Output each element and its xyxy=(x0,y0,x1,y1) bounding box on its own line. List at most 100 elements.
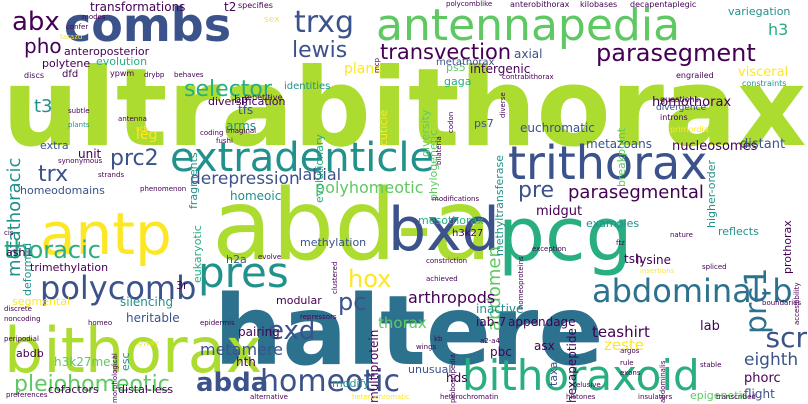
word-hox: hox xyxy=(348,265,392,293)
word-evolve: evolve xyxy=(258,253,282,261)
word-questions: questions xyxy=(660,95,699,104)
word-reflects: reflects xyxy=(718,225,759,238)
word-mcp: mcp xyxy=(373,57,381,73)
word-higher-order: higher-order xyxy=(705,159,718,228)
word-axial: axial xyxy=(514,47,543,61)
word-homeodomains: homeodomains xyxy=(20,184,105,197)
word-insulators: insulators xyxy=(638,393,673,401)
word-unit: unit xyxy=(78,147,102,161)
word-metazoans: metazoans xyxy=(586,137,652,151)
word-coding: coding xyxy=(200,129,224,137)
word-modifications: modifications xyxy=(432,195,480,203)
word-accessibility: accessibility xyxy=(793,282,801,325)
word-t3: t3 xyxy=(34,96,53,117)
word-primordia: primordia xyxy=(670,125,709,134)
word-bithorax: bithorax xyxy=(4,314,263,387)
word-leg: leg xyxy=(136,127,158,143)
word-imaginal: imaginal xyxy=(226,127,257,135)
word-modify: modify xyxy=(332,377,370,390)
word-abdominal-b: abdominal-b xyxy=(592,272,793,310)
word-cofactors: cofactors xyxy=(48,383,99,396)
word-homeoproteins: homeoproteins xyxy=(517,256,525,309)
word-pho: pho xyxy=(24,34,62,58)
word-h3k27: h3k27 xyxy=(452,228,484,239)
word-kilobases: kilobases xyxy=(580,0,618,9)
word-tfs: tfs xyxy=(238,103,254,117)
word-trx: trx xyxy=(38,162,69,187)
word-diverse: diverse xyxy=(499,92,507,118)
word-rule: rule xyxy=(620,359,634,367)
word-hth: hth xyxy=(236,355,256,369)
word-codon: codon xyxy=(447,111,455,133)
word-discs: discs xyxy=(24,71,45,80)
word-distal-less: distal-less xyxy=(118,383,174,396)
word-synonymous: synonymous xyxy=(58,157,103,165)
word-tarazu: tarazu xyxy=(60,33,83,41)
word-bilateria: bilateria xyxy=(435,136,443,165)
word-bxd: bxd xyxy=(388,195,500,265)
word-divergence: divergence xyxy=(656,103,707,113)
word-silencing: silencing xyxy=(120,295,174,309)
word-exons: exons xyxy=(620,369,641,377)
word-iab-7: iab-7 xyxy=(476,315,507,329)
word-polycomblike: polycomblike xyxy=(446,0,493,8)
word-exception: exception xyxy=(532,245,567,253)
word-selector: selector xyxy=(184,77,272,102)
word-scb: scb xyxy=(136,125,148,133)
word-ultrabithorax: ultrabithorax xyxy=(2,46,807,171)
word-thoracic: thoracic xyxy=(4,236,101,264)
word-pres: pres xyxy=(198,248,289,297)
word-heterochromatin: heterochromatin xyxy=(440,393,499,401)
word-strands: strands xyxy=(98,171,125,179)
word-dfd: dfd xyxy=(62,69,79,80)
word-engrailed: engrailed xyxy=(676,71,714,80)
word-h3: h3 xyxy=(768,20,789,39)
word-parasegment: parasegment xyxy=(596,39,756,67)
word-insertions: insertions xyxy=(640,267,675,275)
word-zeste: zeste xyxy=(604,336,645,354)
word-epidermis: epidermis xyxy=(200,319,235,327)
word-repressors: repressors xyxy=(300,313,337,321)
word-plants: plants xyxy=(68,121,90,129)
word-abdb: abdb xyxy=(16,347,44,360)
word-transformations: transformations xyxy=(90,0,186,14)
word-tsh: tsh xyxy=(624,252,643,266)
word-argos: argos xyxy=(620,347,640,355)
word-abd-a: abd-a xyxy=(212,169,492,283)
word-extradenticle: extradenticle xyxy=(170,135,435,181)
word-constraints: constraints xyxy=(742,79,787,88)
word-bithoraxoid: bithoraxoid xyxy=(462,351,700,400)
word-ftz: ftz xyxy=(616,239,625,247)
word-antp: antp xyxy=(40,200,172,268)
word-nature: nature xyxy=(670,231,693,239)
word-clustered: clustered xyxy=(331,261,339,294)
word-metamere: metamere xyxy=(200,340,284,359)
word-abda: abda xyxy=(196,368,269,398)
word-cis: cis xyxy=(4,229,14,237)
word-epigenetic: epigenetic xyxy=(690,389,748,402)
word-ps7: ps7 xyxy=(474,117,494,130)
word-alternative: alternative xyxy=(250,393,288,401)
word-methyltransferase: methyltransferase xyxy=(493,154,506,256)
word-lysine: lysine xyxy=(636,253,672,267)
word-taxa: taxa xyxy=(547,361,560,386)
word-segmental: segmental xyxy=(12,295,71,308)
word-anterobithorax: anterobithorax xyxy=(510,0,570,9)
word-variegation: variegation xyxy=(728,5,791,18)
word-polytene: polytene xyxy=(42,57,91,70)
word-discrete: discrete xyxy=(4,305,32,313)
word-polycomb: polycomb xyxy=(40,269,197,307)
word-a2-a4: a2-a4 xyxy=(480,337,501,345)
word-identities: identities xyxy=(284,81,331,92)
word-intergenic: intergenic xyxy=(470,62,531,76)
word-pairing: pairing xyxy=(238,325,280,339)
word-t2: t2 xyxy=(224,0,237,14)
word-asx: asx xyxy=(534,339,555,353)
word-ps5: ps5 xyxy=(446,61,466,74)
word-lewis: lewis xyxy=(292,38,348,63)
word-hds: hds xyxy=(446,371,468,385)
word-labial: labial xyxy=(298,165,342,184)
word-arms: arms xyxy=(226,119,257,133)
word-midgut: midgut xyxy=(536,204,583,219)
